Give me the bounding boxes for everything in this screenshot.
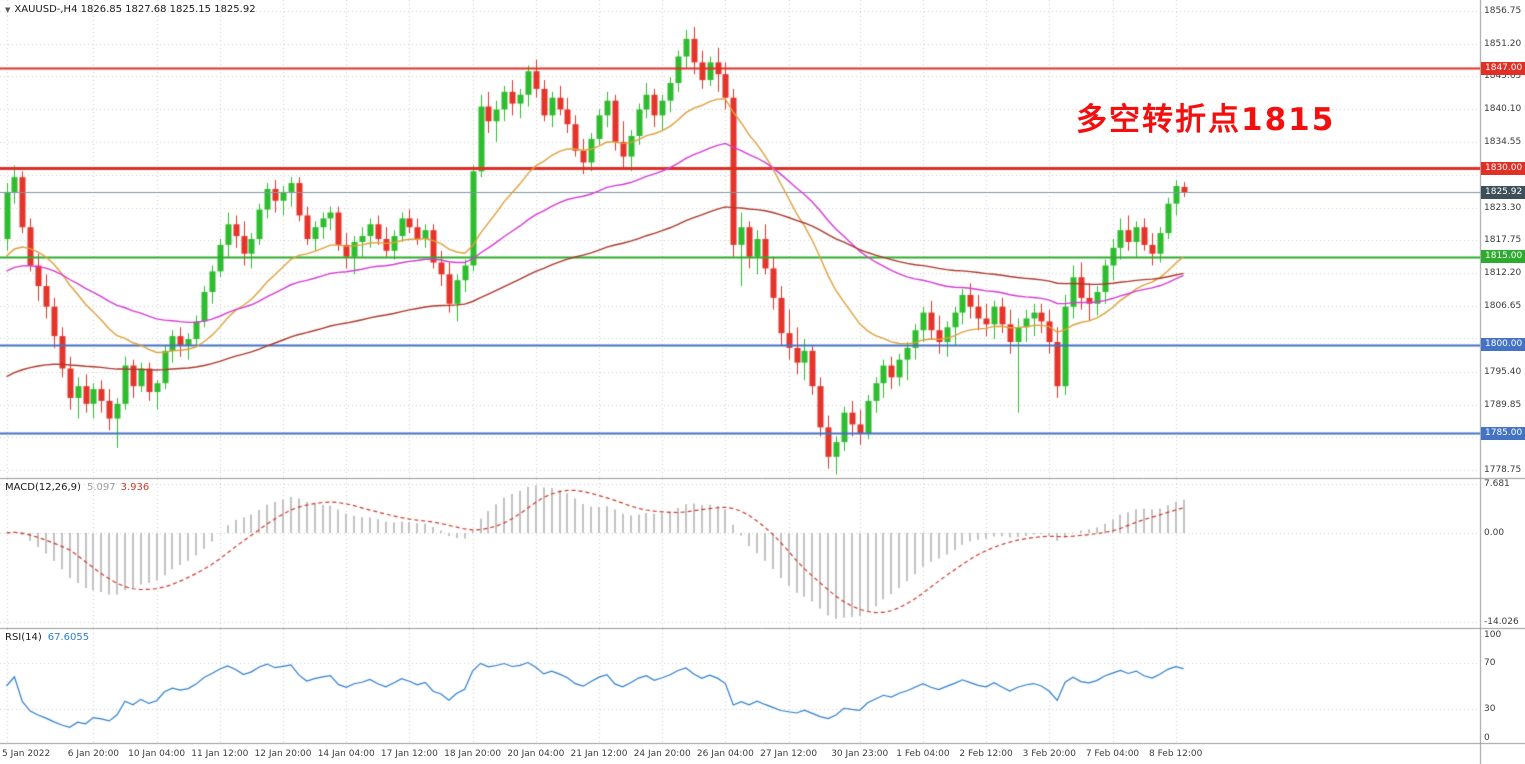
rsi-label: RSI(14) xyxy=(5,632,42,643)
macd-main-value: 5.097 xyxy=(86,482,116,493)
symbol-ohlc-title: XAUUSD-,H4 1826.85 1827.68 1825.15 1825.… xyxy=(14,4,256,15)
symbol-dropdown-icon[interactable]: ▼ xyxy=(5,5,11,14)
macd-label: MACD(12,26,9) xyxy=(5,482,81,493)
macd-signal-value: 3.936 xyxy=(120,482,150,493)
chart-annotation-text[interactable]: 多空转折点1815 xyxy=(1076,102,1336,138)
macd-indicator-title: MACD(12,26,9) 5.097 3.936 xyxy=(5,482,149,493)
rsi-indicator-title: RSI(14) 67.6055 xyxy=(5,632,89,643)
chart-title-row: ▼ XAUUSD-,H4 1826.85 1827.68 1825.15 182… xyxy=(5,4,256,15)
rsi-value: 67.6055 xyxy=(47,632,90,643)
